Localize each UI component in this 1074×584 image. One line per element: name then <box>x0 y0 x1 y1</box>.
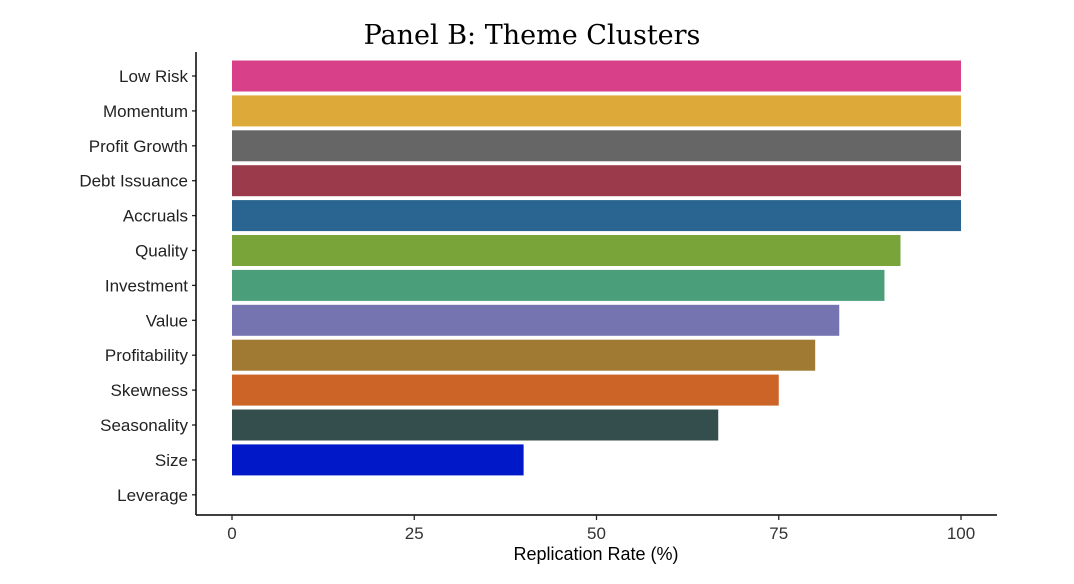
bar-profitability <box>232 339 816 371</box>
y-tick-label: Value <box>146 311 188 330</box>
y-tick-label: Investment <box>105 276 188 295</box>
bar-value <box>232 304 840 336</box>
bar-skewness <box>232 374 779 406</box>
bar-quality <box>232 235 901 266</box>
bar-momentum <box>232 95 961 127</box>
x-tick-label: 75 <box>769 524 788 543</box>
bar-investment <box>232 269 885 301</box>
y-tick-label: Seasonality <box>100 416 188 435</box>
bar-size <box>232 444 524 476</box>
y-tick-label: Momentum <box>103 102 188 121</box>
y-tick-label: Skewness <box>111 381 188 400</box>
bar-accruals <box>232 200 961 232</box>
x-tick-label: 50 <box>587 524 606 543</box>
y-tick-label: Accruals <box>123 207 188 226</box>
y-tick-label: Leverage <box>117 486 188 505</box>
x-tick-label: 100 <box>947 524 975 543</box>
x-axis-title: Replication Rate (%) <box>513 544 678 564</box>
x-tick-label: 0 <box>227 524 236 543</box>
bar-seasonality <box>232 409 719 441</box>
bar-debt-issuance <box>232 165 961 197</box>
chart-title: Panel B: Theme Clusters <box>364 20 701 51</box>
x-axis: 0 25 50 75 100 <box>196 514 997 543</box>
y-tick-label: Profit Growth <box>89 137 188 156</box>
y-tick-label: Size <box>155 451 188 470</box>
y-axis: Low Risk Momentum Profit Growth Debt Issuan… <box>79 52 197 515</box>
y-tick-label: Debt Issuance <box>79 172 188 191</box>
bars-layer <box>232 60 961 476</box>
y-tick-label: Low Risk <box>119 67 188 86</box>
x-tick-label: 25 <box>405 524 424 543</box>
bar-low-risk <box>232 60 961 92</box>
y-tick-label: Profitability <box>105 346 189 365</box>
bar-profit-growth <box>232 130 961 162</box>
y-tick-label: Quality <box>135 242 188 261</box>
